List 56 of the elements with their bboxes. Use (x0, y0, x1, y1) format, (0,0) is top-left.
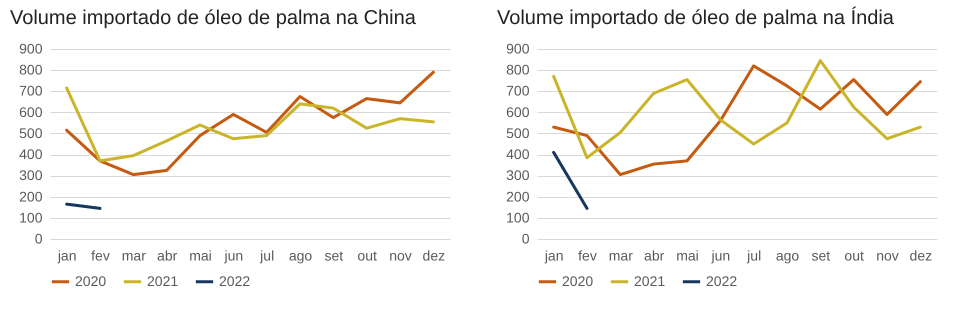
x-tick-label: jan (544, 248, 564, 264)
x-tick-label: jul (259, 248, 274, 264)
y-tick-label: 300 (506, 167, 530, 184)
y-tick-label: 500 (506, 124, 530, 141)
x-tick-label: fev (578, 248, 597, 264)
x-tick-label: dez (910, 248, 932, 264)
x-tick-label: jul (746, 248, 762, 264)
x-tick-label: mai (676, 248, 699, 264)
y-tick-label: 100 (19, 209, 43, 226)
y-tick-label: 800 (19, 62, 43, 78)
y-tick-label: 200 (506, 188, 530, 204)
x-tick-label: out (844, 248, 864, 264)
legend-label: 2022 (219, 272, 250, 289)
line-series (552, 59, 922, 160)
y-tick-label: 0 (522, 230, 530, 246)
y-tick-label: 0 (34, 230, 43, 246)
legend-label: 2020 (562, 272, 594, 289)
y-tick-label: 300 (19, 167, 43, 184)
y-tick-label: 600 (19, 104, 43, 120)
chart-title: Volume importado de óleo de palma na Índia (497, 6, 895, 29)
x-tick-label: ago (776, 248, 800, 264)
x-tick-label: jun (710, 248, 730, 264)
y-tick-label: 400 (19, 146, 43, 162)
x-tick-label: jan (56, 248, 77, 264)
y-tick-label: 400 (506, 146, 530, 162)
x-tick-label: nov (389, 248, 412, 264)
x-tick-label: ago (288, 248, 312, 264)
line-series (65, 70, 435, 176)
y-tick-label: 700 (19, 82, 43, 99)
y-tick-label: 200 (19, 188, 43, 204)
y-tick-label: 700 (506, 82, 530, 99)
x-tick-label: set (324, 248, 344, 264)
legend-label: 2022 (706, 272, 738, 289)
x-tick-label: dez (422, 248, 446, 264)
y-tick-label: 600 (506, 104, 530, 120)
legend-label: 2021 (634, 272, 666, 289)
x-tick-label: nov (876, 248, 899, 264)
y-tick-label: 900 (19, 40, 43, 56)
x-tick-label: jun (223, 248, 244, 264)
y-tick-label: 100 (506, 209, 530, 226)
line-series (552, 64, 922, 176)
legend-label: 2020 (75, 272, 106, 289)
legend-label: 2021 (147, 272, 178, 289)
x-tick-label: mar (122, 248, 146, 264)
x-tick-label: abr (157, 248, 178, 264)
x-tick-label: out (357, 248, 378, 264)
y-tick-label: 800 (506, 62, 530, 78)
x-tick-label: fev (91, 248, 110, 264)
x-tick-label: abr (644, 248, 665, 264)
x-tick-label: set (811, 248, 830, 264)
x-tick-label: mar (608, 248, 634, 264)
chart-title: Volume importado de óleo de palma na China (10, 7, 417, 29)
x-tick-label: mai (189, 248, 212, 264)
y-tick-label: 900 (506, 40, 530, 56)
line-series (65, 86, 435, 162)
y-tick-label: 500 (19, 124, 43, 141)
